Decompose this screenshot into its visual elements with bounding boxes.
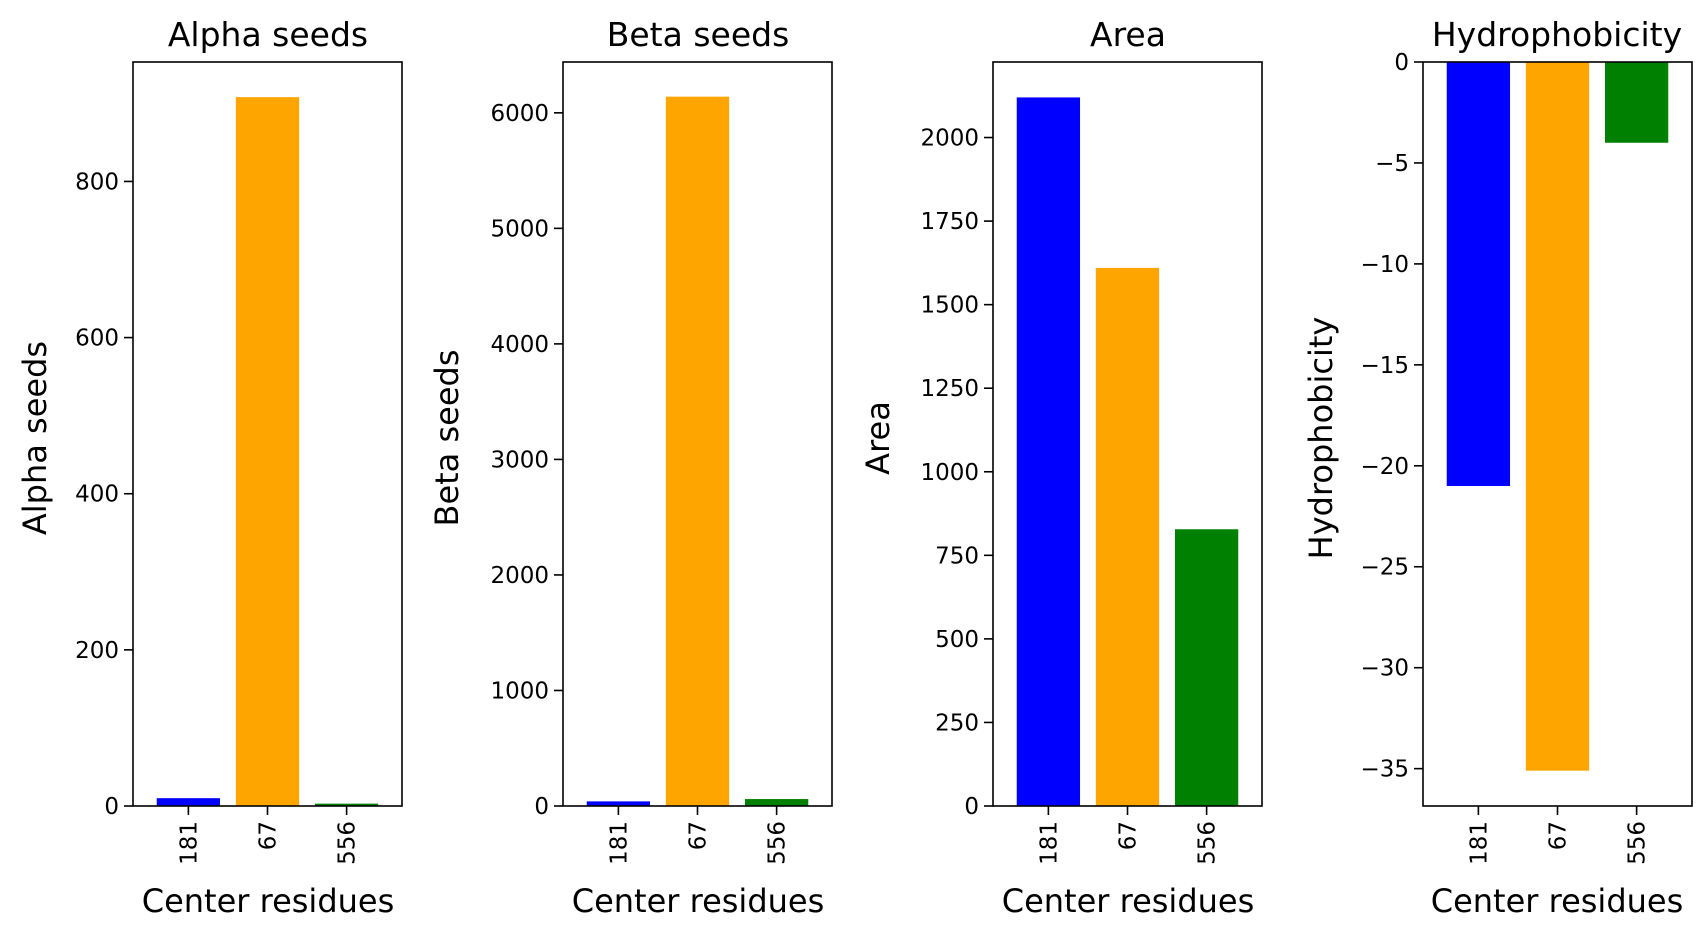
panel-title: Area <box>1090 15 1166 54</box>
y-tick-label: 600 <box>75 326 119 352</box>
x-tick-label: 67 <box>1116 821 1142 850</box>
x-tick-label: 181 <box>176 821 202 865</box>
x-tick-label: 556 <box>335 821 361 865</box>
bar-67 <box>235 97 300 806</box>
y-tick-label: 0 <box>104 794 119 820</box>
x-tick-label: 67 <box>256 821 282 850</box>
panel-title: Alpha seeds <box>168 15 368 54</box>
y-tick-label: 1500 <box>920 293 979 319</box>
bar-181 <box>156 798 221 806</box>
panel-title: Beta seeds <box>607 15 790 54</box>
y-tick-label: −25 <box>1360 555 1409 581</box>
y-tick-label: −10 <box>1360 252 1409 278</box>
bar-181 <box>1446 62 1511 486</box>
x-tick-label: 556 <box>1195 821 1221 865</box>
y-tick-label: −5 <box>1375 151 1409 177</box>
alpha-seeds-panel: Alpha seeds Alpha seeds Center residues … <box>16 15 403 920</box>
y-tick-label: 4000 <box>490 332 549 358</box>
x-axis-label: Center residues <box>572 882 825 920</box>
y-tick-label: 1750 <box>920 209 979 235</box>
x-tick-label: 181 <box>1036 821 1062 865</box>
y-tick-label: 0 <box>964 794 979 820</box>
x-axis-label: Center residues <box>1002 882 1255 920</box>
y-tick-label: 6000 <box>490 101 549 127</box>
y-tick-label: 3000 <box>490 447 549 473</box>
bar-556 <box>1174 529 1239 806</box>
y-tick-label: 800 <box>75 169 119 195</box>
y-tick-label: 0 <box>1394 50 1409 76</box>
bar-67 <box>1095 267 1160 806</box>
y-axis-label: Area <box>859 401 897 475</box>
y-tick-label: 750 <box>935 543 979 569</box>
y-tick-label: 250 <box>935 710 979 736</box>
panel-title: Hydrophobicity <box>1432 15 1682 54</box>
y-tick-label: 400 <box>75 482 119 508</box>
bar-67 <box>665 96 730 806</box>
x-axis-label: Center residues <box>1431 882 1684 920</box>
bar-556 <box>744 799 809 806</box>
y-axis-label: Alpha seeds <box>16 341 54 535</box>
x-tick-label: 67 <box>686 821 712 850</box>
bar-556 <box>314 803 379 806</box>
y-tick-label: 500 <box>935 627 979 653</box>
y-tick-label: 1000 <box>490 678 549 704</box>
y-tick-label: 2000 <box>490 563 549 589</box>
beta-seeds-panel: Beta seeds Beta seeds Center residues 0 1… <box>428 15 833 920</box>
y-tick-label: 1000 <box>920 460 979 486</box>
y-tick-label: 0 <box>534 794 549 820</box>
y-tick-label: 2000 <box>920 126 979 152</box>
y-tick-label: 1250 <box>920 376 979 402</box>
area-panel: Area Area Center residues 0 250 500 750 1000… <box>859 15 1263 920</box>
bar-181 <box>1016 97 1081 807</box>
x-tick-label: 556 <box>1625 821 1651 865</box>
y-tick-label: 5000 <box>490 216 549 242</box>
y-tick-label: −20 <box>1360 454 1409 480</box>
x-tick-label: 556 <box>765 821 791 865</box>
bar-181 <box>586 801 651 806</box>
y-axis-label: Beta seeds <box>428 350 466 527</box>
y-tick-label: −30 <box>1360 656 1409 682</box>
bar-556 <box>1604 62 1669 143</box>
hydrophobicity-panel: Hydrophobicity Hydrophobicity Center res… <box>1302 15 1693 920</box>
y-tick-label: −35 <box>1360 757 1409 783</box>
y-tick-label: 200 <box>75 638 119 664</box>
x-tick-label: 181 <box>1466 821 1492 865</box>
x-tick-label: 67 <box>1546 821 1572 850</box>
x-tick-label: 181 <box>606 821 632 865</box>
y-axis-label: Hydrophobicity <box>1302 317 1340 560</box>
y-tick-label: −15 <box>1360 353 1409 379</box>
x-axis-label: Center residues <box>142 882 395 920</box>
bar-67 <box>1525 62 1590 771</box>
